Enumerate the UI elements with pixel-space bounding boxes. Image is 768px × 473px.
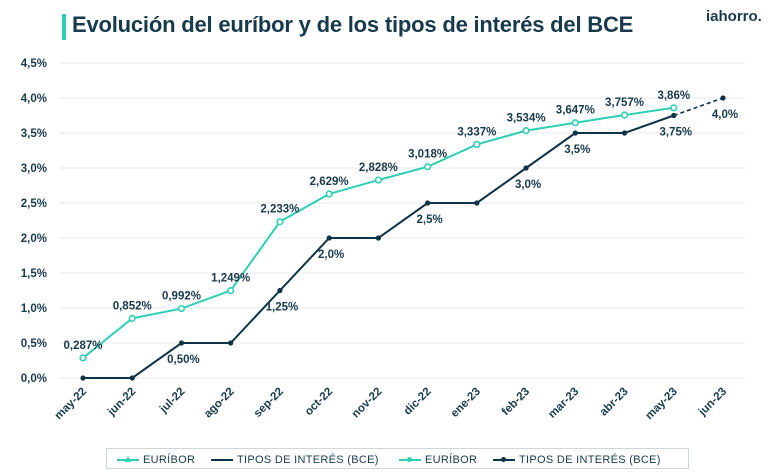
data-point-bce [572, 130, 578, 136]
triangle-marker-icon [125, 456, 131, 462]
data-label-euribor: 3,757% [605, 97, 644, 109]
y-tick-label: 2,0% [21, 233, 47, 245]
legend-line-icon [493, 457, 515, 462]
data-label-euribor: 1,249% [211, 273, 250, 285]
data-point-bce [129, 375, 135, 381]
y-tick-label: 3,5% [21, 128, 47, 140]
data-point-bce [80, 375, 86, 381]
y-tick-label: 2,5% [21, 198, 47, 210]
data-label-bce: 4,0% [712, 109, 738, 121]
x-tick-label: sep-22 [252, 386, 286, 420]
data-point-bce [720, 95, 726, 101]
x-tick-label: oct-22 [303, 386, 335, 418]
data-label-euribor: 0,852% [113, 300, 152, 312]
circle-marker-icon [407, 457, 412, 462]
data-point-euribor [325, 190, 333, 198]
y-tick-label: 1,0% [21, 303, 47, 315]
data-point-bce [671, 112, 677, 119]
data-label-bce: 2,0% [318, 249, 344, 261]
data-label-euribor: 3,647% [556, 105, 595, 117]
data-label-bce: 3,75% [659, 127, 692, 139]
data-label-euribor: 0,992% [162, 291, 201, 303]
legend-label: TIPOS DE INTERÉS (BCE) [237, 454, 379, 466]
y-tick-label: 3,0% [21, 163, 47, 175]
data-point-bce [178, 340, 185, 346]
x-tick-label: feb-23 [500, 386, 532, 418]
data-point-euribor [522, 127, 530, 135]
data-point-euribor [128, 314, 136, 322]
data-label-euribor: 2,828% [359, 162, 398, 174]
data-point-euribor [473, 140, 481, 149]
circle-marker-icon [501, 457, 506, 462]
legend-label: EURÍBOR [425, 454, 478, 466]
data-label-euribor: 3,018% [408, 149, 447, 161]
data-point-euribor [177, 304, 186, 313]
data-point-euribor [571, 119, 579, 127]
y-tick-label: 4,5% [21, 58, 47, 70]
legend-label: TIPOS DE INTERÉS (BCE) [519, 454, 661, 466]
legend-line-icon [211, 459, 233, 461]
x-tick-label: dic-22 [402, 386, 434, 418]
data-label-euribor: 2,629% [310, 176, 349, 188]
data-point-bce [228, 340, 234, 346]
data-point-bce [425, 200, 431, 206]
line-chart: 0,0% 0,5% 1,0% 1,5% 2,0% 2,5% 3,0% 3,5% 4,0% 4,5%… [21, 58, 745, 423]
y-tick-label: 0,5% [21, 338, 47, 350]
legend-line-icon [399, 457, 421, 462]
data-point-bce [375, 235, 381, 241]
legend-line-icon [117, 456, 139, 462]
data-point-euribor [276, 218, 284, 226]
data-label-euribor: 3,86% [657, 90, 690, 102]
data-label-bce: 2,5% [417, 214, 443, 226]
title-accent-bar [62, 14, 66, 40]
x-tick-label: ago-22 [202, 386, 237, 421]
legend-item-euribor-dot: EURÍBOR [399, 453, 477, 467]
legend-item-bce-dot: TIPOS DE INTERÉS (BCE) [493, 453, 661, 467]
legend-item-euribor-tri: EURÍBOR [117, 453, 195, 467]
x-tick-label: jul-22 [157, 386, 187, 416]
data-point-euribor [424, 163, 432, 171]
data-point-bce [523, 165, 529, 171]
data-point-bce [326, 235, 332, 241]
legend-item-bce-line: TIPOS DE INTERÉS (BCE) [211, 453, 379, 467]
x-tick-label: jun-23 [696, 386, 729, 419]
data-label-bce: 3,5% [564, 144, 590, 156]
data-label-bce: 3,0% [515, 179, 541, 191]
x-tick-label: may-22 [53, 386, 90, 423]
x-tick-label: jun-22 [105, 386, 138, 419]
x-tick-label: nov-22 [350, 386, 385, 421]
x-tick-label: ene-23 [449, 386, 483, 420]
chart-legend: EURÍBOR TIPOS DE INTERÉS (BCE) EURÍBOR T… [106, 448, 689, 469]
data-label-bce: 1,25% [266, 302, 299, 314]
data-point-bce [621, 130, 628, 136]
data-point-euribor [79, 354, 87, 362]
data-label-euribor: 3,534% [507, 113, 546, 125]
x-tick-label: abr-23 [598, 386, 631, 419]
data-label-euribor: 0,287% [63, 340, 102, 352]
data-point-euribor [670, 104, 678, 112]
data-point-bce [474, 200, 480, 206]
data-label-bce: 0,50% [167, 354, 200, 366]
series-line-bce-projection [673, 97, 724, 117]
x-tick-label: may-23 [643, 386, 680, 423]
data-label-euribor: 3,337% [457, 126, 496, 138]
chart-title: Evolución del euríbor y de los tipos de … [72, 12, 634, 37]
data-point-euribor [227, 286, 235, 295]
y-tick-label: 4,0% [21, 93, 47, 105]
data-point-bce [277, 287, 283, 294]
data-label-euribor: 2,233% [260, 204, 299, 216]
brand-logo: iahorro. [706, 8, 762, 25]
data-point-euribor [374, 176, 382, 184]
legend-label: EURÍBOR [143, 454, 196, 466]
y-tick-label: 1,5% [21, 268, 47, 280]
x-tick-label: mar-23 [546, 386, 581, 421]
data-point-euribor [620, 111, 629, 119]
y-tick-label: 0,0% [21, 373, 47, 385]
